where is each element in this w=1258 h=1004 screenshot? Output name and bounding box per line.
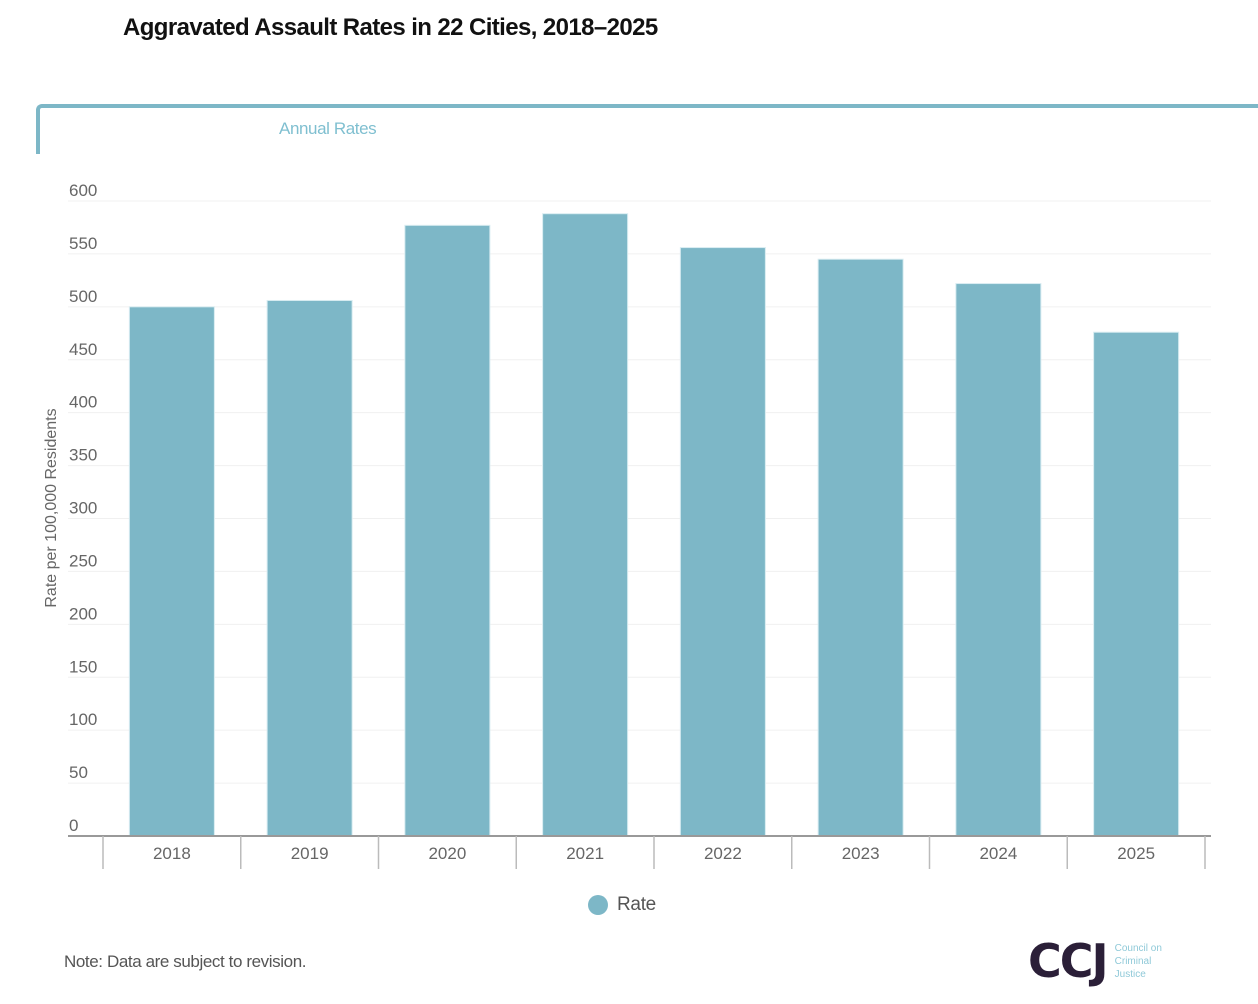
y-tick-label: 100	[69, 710, 97, 729]
legend-marker-icon	[588, 895, 608, 915]
y-tick-label: 350	[69, 446, 97, 465]
bar-2019[interactable]	[266, 299, 353, 837]
x-tick-label: 2020	[428, 844, 466, 863]
y-tick-label: 50	[69, 763, 88, 782]
ccj-logo: CCJ Council on Criminal Justice	[1028, 938, 1162, 984]
y-tick-label: 200	[69, 604, 97, 623]
bar-2018[interactable]	[128, 306, 215, 837]
y-tick-label: 450	[69, 340, 97, 359]
bar-2024[interactable]	[955, 283, 1042, 837]
logo-line-2: Criminal	[1114, 955, 1152, 967]
bar-2021[interactable]	[542, 213, 629, 837]
bar-2020[interactable]	[404, 224, 491, 837]
bar-2023[interactable]	[817, 258, 904, 837]
tab-panel-border	[36, 104, 1258, 154]
logo-mark: CCJ	[1028, 934, 1109, 988]
chart-title: Aggravated Assault Rates in 22 Cities, 2…	[123, 14, 658, 41]
x-axis: 2018 2019 2020 2021 2022 2023 2024 2025	[68, 835, 1211, 869]
x-tick-label: 2021	[566, 844, 604, 863]
x-tick-label: 2018	[153, 844, 191, 863]
logo-line-1: Council on	[1114, 942, 1162, 954]
legend-label: Rate	[617, 894, 656, 915]
legend-item-rate[interactable]: Rate	[588, 894, 656, 916]
y-tick-label: 250	[69, 551, 97, 570]
bar-2025[interactable]	[1093, 331, 1180, 837]
footnote: Note: Data are subject to revision.	[64, 952, 307, 971]
y-axis-label: Rate per 100,000 Residents	[43, 408, 60, 607]
y-tick-label: 0	[69, 816, 78, 835]
bars	[128, 213, 1180, 837]
tab-annual-rates[interactable]: Annual Rates	[279, 119, 377, 138]
y-tick-label: 500	[69, 287, 97, 306]
y-tick-label: 600	[69, 181, 97, 200]
x-tick-label: 2023	[842, 844, 880, 863]
logo-line-3: Justice	[1114, 968, 1146, 980]
y-tick-label: 150	[69, 657, 97, 676]
y-tick-label: 550	[69, 234, 97, 253]
bar-2022[interactable]	[679, 247, 766, 837]
x-tick-label: 2022	[704, 844, 742, 863]
logo-text: Council on Criminal Justice	[1115, 942, 1162, 981]
y-tick-label: 400	[69, 393, 97, 412]
y-axis-ticks: 0 50 100 150 200 250 300 350 400 450 500 550 600	[69, 181, 97, 835]
x-tick-label: 2024	[979, 844, 1017, 863]
y-tick-label: 300	[69, 499, 97, 518]
x-tick-label: 2019	[291, 844, 329, 863]
x-tick-label: 2025	[1117, 844, 1155, 863]
